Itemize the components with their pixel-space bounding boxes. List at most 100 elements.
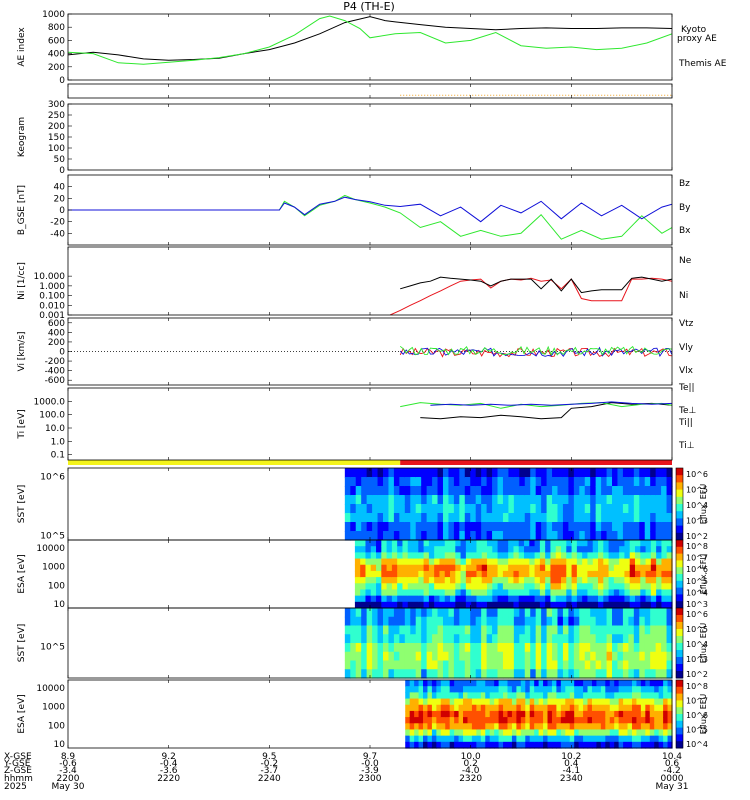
colorbar-swatch (676, 489, 683, 498)
spectrogram-cell (397, 546, 404, 553)
spectrogram-cell (489, 723, 495, 731)
spectrogram-cell (666, 495, 673, 505)
spectrogram-cell (606, 522, 613, 532)
spectrogram-cell (453, 477, 460, 487)
spectrogram-cell (566, 546, 573, 553)
spectrogram-cell (656, 577, 663, 584)
spectrogram-cell (383, 651, 390, 662)
spectrogram-cell (661, 522, 668, 532)
spectrogram-cell (494, 692, 500, 700)
spectrogram-cell (583, 680, 589, 687)
spectrogram-cell (591, 717, 598, 724)
spectrogram-cell (513, 564, 520, 572)
spectrogram-cell (576, 589, 583, 597)
spectrogram-cell (502, 546, 509, 553)
spectrogram-cell (465, 570, 472, 578)
colorbar-esa-electrons (675, 679, 684, 749)
spectrogram-cell (391, 546, 398, 553)
spectrogram-cell (573, 643, 580, 653)
spectrogram-cell (426, 625, 433, 635)
y-tick-label: 10.0 (45, 424, 65, 434)
colorbar-tick-label: 10^5 (686, 625, 708, 634)
spectrogram-cell (405, 723, 411, 731)
spectrogram-cell (414, 717, 420, 724)
spectrogram-cell (492, 601, 499, 609)
spectrogram-cell (476, 577, 483, 584)
spectrogram-cell (529, 589, 536, 597)
spectrogram-cell (666, 558, 673, 566)
spectrogram-cell (486, 634, 493, 644)
spectrogram-cell (492, 558, 499, 566)
spectrogram-cell (535, 495, 542, 505)
spectrogram-cell (448, 608, 455, 618)
spectrogram-cell (360, 546, 367, 553)
spectrogram-cell (418, 601, 425, 609)
spectrogram-cell (661, 477, 668, 487)
spectrogram-cell (458, 741, 464, 749)
spectrogram-cell (525, 680, 531, 687)
spectrogram-cell (365, 564, 372, 572)
spectrogram-cell (481, 608, 488, 618)
spectrogram-cell (388, 616, 395, 627)
spectrogram-cell (639, 634, 646, 644)
spectrogram-cell (590, 625, 597, 635)
spectrogram-cell (383, 522, 390, 532)
spectrogram-cell (391, 540, 398, 547)
spectrogram-cell (565, 698, 571, 706)
spectrogram-cell (573, 504, 580, 514)
spectrogram-cell (650, 589, 657, 597)
spectrogram-cell (480, 680, 486, 687)
spectrogram-cell (574, 704, 580, 712)
spectrogram-cell (360, 564, 367, 572)
legend-ti-te: Te|| (678, 383, 695, 393)
spectrogram-cell (503, 729, 509, 737)
spectrogram-cell (350, 504, 357, 514)
series-bfield-by (68, 194, 672, 240)
spectrogram-cell (578, 692, 584, 700)
spectrogram-cell (415, 669, 422, 679)
spectrogram-cell (568, 616, 575, 627)
spectrogram-cell (355, 643, 362, 653)
spectrogram-cell (494, 735, 500, 743)
spectrogram-cell (631, 735, 638, 743)
spectrogram-cell (516, 717, 522, 724)
spectrogram-cell (502, 577, 509, 584)
spectrogram-cell (571, 558, 578, 566)
spectrogram-cell (455, 558, 462, 566)
spectrogram-cell (539, 564, 546, 572)
spectrogram-cell (609, 735, 615, 743)
spectrogram-cell (524, 513, 531, 523)
spectrogram-cell (350, 468, 357, 478)
spectrogram-cell (459, 495, 466, 505)
spectrogram-cell (467, 692, 473, 700)
spectrogram-cell (423, 570, 430, 578)
spectrogram-cell (557, 513, 564, 523)
spectrogram-cell (530, 486, 537, 496)
spectrogram-cell (476, 552, 483, 560)
spectrogram-cell (658, 686, 664, 693)
spectrogram-cell (381, 558, 388, 566)
spectrogram-cell (552, 651, 559, 662)
spectrogram-cell (448, 625, 455, 635)
spectrogram-cell (376, 589, 382, 597)
spectrogram-cell (481, 643, 488, 653)
spectrogram-cell (476, 680, 482, 687)
orbit-x-value: 9.7 (363, 752, 377, 762)
spectrogram-cell (413, 589, 419, 597)
spectrogram-cell (434, 540, 441, 547)
spectrogram-cell (344, 468, 351, 478)
spectrogram-cell (442, 513, 450, 523)
spectrogram-cell (568, 634, 575, 644)
spectrogram-cell (524, 558, 530, 566)
spectrogram-cell (612, 504, 619, 514)
spectrogram-cell (502, 595, 509, 603)
spectrogram-cell (584, 608, 591, 618)
spectrogram-cell (661, 552, 668, 560)
spectrogram-cell (529, 595, 536, 603)
spectrogram-cell (459, 513, 466, 523)
spectrogram-cell (667, 680, 673, 687)
spectrogram-cell (355, 634, 362, 644)
spectrogram-cell (617, 625, 624, 635)
spectrogram-cell (596, 686, 602, 693)
spectrogram-cell (591, 723, 598, 731)
